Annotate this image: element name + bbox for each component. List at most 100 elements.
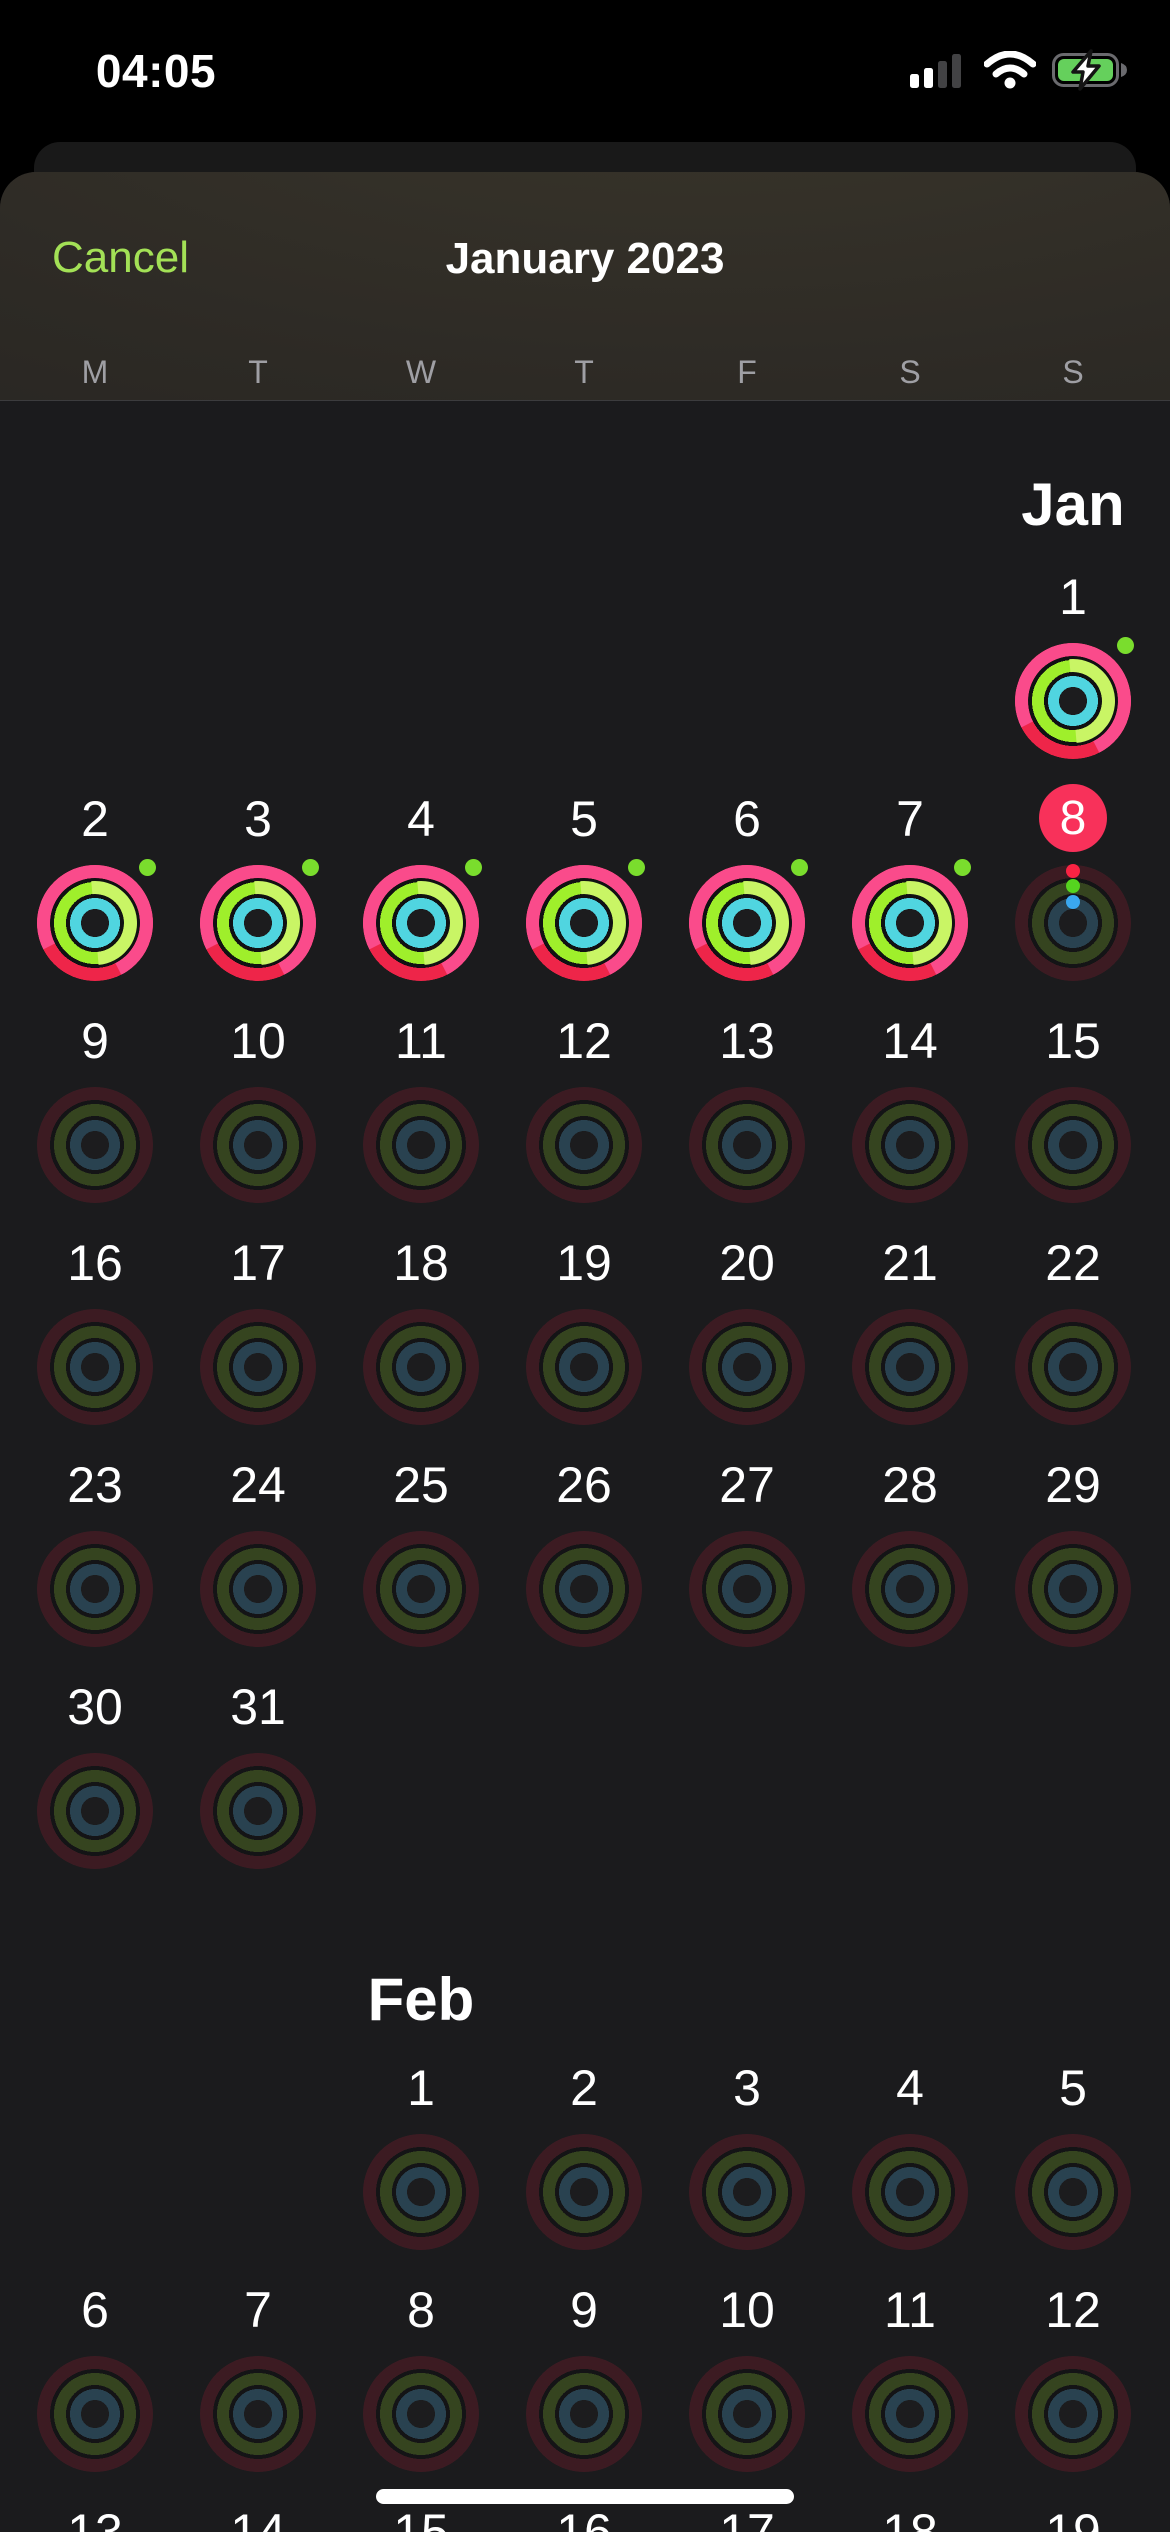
activity-rings [526, 2134, 642, 2250]
day-cell-jan-25[interactable]: 25 [339, 1454, 503, 1650]
activity-rings [37, 1309, 153, 1425]
activity-rings [37, 859, 156, 981]
workout-dot-icon [791, 859, 808, 876]
activity-rings [200, 859, 319, 981]
day-cell-feb-19[interactable]: 19 [991, 2501, 1155, 2532]
day-cell-jan-12[interactable]: 12 [502, 1010, 666, 1206]
exercise-ring-start-dot [1066, 879, 1080, 893]
day-cell-feb-2[interactable]: 2 [502, 2057, 666, 2253]
day-cell-jan-3[interactable]: 3 [176, 788, 340, 984]
day-cell-jan-16[interactable]: 16 [13, 1232, 177, 1428]
day-number: 14 [882, 1013, 938, 1069]
day-cell-jan-20[interactable]: 20 [665, 1232, 829, 1428]
day-cell-feb-16[interactable]: 16 [502, 2501, 666, 2532]
day-number: 17 [230, 1235, 286, 1291]
activity-rings [689, 2356, 805, 2472]
day-number: 14 [230, 2504, 286, 2532]
sheet-header: Cancel January 2023 M T W T F S S [0, 172, 1170, 401]
day-number: 29 [1045, 1457, 1101, 1513]
day-cell-jan-17[interactable]: 17 [176, 1232, 340, 1428]
home-indicator[interactable] [376, 2489, 794, 2504]
day-cell-jan-24[interactable]: 24 [176, 1454, 340, 1650]
day-cell-jan-9[interactable]: 9 [13, 1010, 177, 1206]
day-cell-feb-8[interactable]: 8 [339, 2279, 503, 2475]
day-number: 1 [1059, 569, 1087, 625]
day-cell-feb-11[interactable]: 11 [828, 2279, 992, 2475]
day-cell-jan-8[interactable]: 8 [991, 784, 1155, 984]
day-cell-jan-21[interactable]: 21 [828, 1232, 992, 1428]
activity-rings [852, 1309, 968, 1425]
day-cell-feb-10[interactable]: 10 [665, 2279, 829, 2475]
day-cell-feb-7[interactable]: 7 [176, 2279, 340, 2475]
day-number: 26 [556, 1457, 612, 1513]
activity-rings [526, 1531, 642, 1647]
day-cell-feb-6[interactable]: 6 [13, 2279, 177, 2475]
day-cell-jan-10[interactable]: 10 [176, 1010, 340, 1206]
day-cell-feb-9[interactable]: 9 [502, 2279, 666, 2475]
day-cell-jan-14[interactable]: 14 [828, 1010, 992, 1206]
day-cell-feb-14[interactable]: 14 [176, 2501, 340, 2532]
activity-rings [37, 1753, 153, 1869]
stand-ring-start-dot [1066, 895, 1080, 909]
day-cell-jan-7[interactable]: 7 [828, 788, 992, 984]
day-number: 7 [896, 791, 924, 847]
day-cell-feb-15[interactable]: 15 [339, 2501, 503, 2532]
activity-rings [37, 2356, 153, 2472]
activity-rings [37, 1531, 153, 1647]
day-number: 11 [884, 2282, 936, 2338]
weekday-label: T [574, 354, 594, 390]
day-cell-jan-23[interactable]: 23 [13, 1454, 177, 1650]
activity-rings [200, 2356, 316, 2472]
day-cell-jan-15[interactable]: 15 [991, 1010, 1155, 1206]
day-number: 30 [67, 1679, 123, 1735]
day-number: 22 [1045, 1235, 1101, 1291]
workout-dot-icon [1117, 637, 1134, 654]
day-cell-jan-28[interactable]: 28 [828, 1454, 992, 1650]
day-number: 17 [719, 2504, 775, 2532]
day-number: 27 [719, 1457, 775, 1513]
day-cell-feb-5[interactable]: 5 [991, 2057, 1155, 2253]
day-cell-jan-18[interactable]: 18 [339, 1232, 503, 1428]
day-cell-feb-1[interactable]: 1 [339, 2057, 503, 2253]
day-cell-feb-13[interactable]: 13 [13, 2501, 177, 2532]
day-cell-jan-19[interactable]: 19 [502, 1232, 666, 1428]
day-cell-jan-27[interactable]: 27 [665, 1454, 829, 1650]
activity-rings [1015, 1531, 1131, 1647]
day-number: 1 [407, 2060, 435, 2116]
day-cell-feb-17[interactable]: 17 [665, 2501, 829, 2532]
day-cell-jan-4[interactable]: 4 [339, 788, 503, 984]
day-cell-feb-4[interactable]: 4 [828, 2057, 992, 2253]
day-cell-feb-3[interactable]: 3 [665, 2057, 829, 2253]
day-cell-jan-13[interactable]: 13 [665, 1010, 829, 1206]
workout-dot-icon [465, 859, 482, 876]
day-number: 9 [570, 2282, 598, 2338]
day-cell-jan-31[interactable]: 31 [176, 1676, 340, 1872]
day-cell-jan-5[interactable]: 5 [502, 788, 666, 984]
day-cell-jan-22[interactable]: 22 [991, 1232, 1155, 1428]
activity-rings [200, 1753, 316, 1869]
day-number: 6 [733, 791, 761, 847]
activity-rings [363, 2356, 479, 2472]
activity-rings [689, 2134, 805, 2250]
day-cell-jan-11[interactable]: 11 [339, 1010, 503, 1206]
day-cell-feb-18[interactable]: 18 [828, 2501, 992, 2532]
sheet-title: January 2023 [445, 234, 725, 283]
day-cell-jan-30[interactable]: 30 [13, 1676, 177, 1872]
day-number: 10 [230, 1013, 286, 1069]
day-cell-jan-6[interactable]: 6 [665, 788, 829, 984]
month-label-feb: Feb [367, 1966, 475, 2033]
activity-rings [689, 1087, 805, 1203]
day-number: 8 [407, 2282, 435, 2338]
day-cell-jan-1[interactable]: 1 [991, 566, 1155, 762]
day-cell-jan-2[interactable]: 2 [13, 788, 177, 984]
day-cell-jan-26[interactable]: 26 [502, 1454, 666, 1650]
activity-rings [200, 1309, 316, 1425]
day-cell-feb-12[interactable]: 12 [991, 2279, 1155, 2475]
day-number: 13 [67, 2504, 123, 2532]
activity-rings [200, 1087, 316, 1203]
day-cell-jan-29[interactable]: 29 [991, 1454, 1155, 1650]
cancel-button[interactable]: Cancel [52, 233, 189, 282]
day-number: 15 [393, 2504, 449, 2532]
day-number: 4 [896, 2060, 924, 2116]
